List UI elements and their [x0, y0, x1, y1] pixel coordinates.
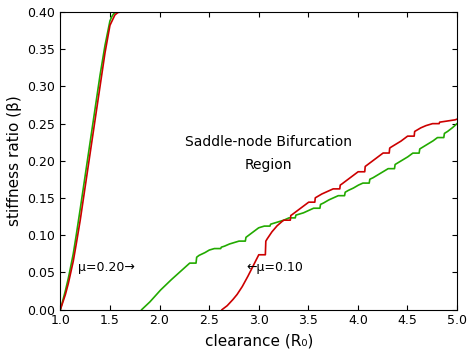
Text: μ=0.20→: μ=0.20→	[78, 262, 135, 274]
Y-axis label: stiffness ratio (β): stiffness ratio (β)	[7, 95, 22, 226]
X-axis label: clearance (R₀): clearance (R₀)	[204, 333, 313, 348]
Text: Saddle-node Bifurcation: Saddle-node Bifurcation	[185, 135, 352, 149]
Text: ←μ=0.10: ←μ=0.10	[247, 262, 304, 274]
Text: Region: Region	[245, 158, 292, 171]
